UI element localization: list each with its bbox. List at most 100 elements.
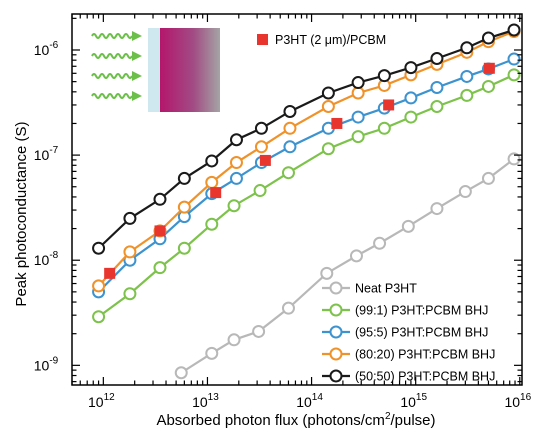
legend-marker	[257, 34, 268, 45]
data-point	[153, 192, 167, 206]
data-point	[351, 76, 365, 90]
legend-label: Neat P3HT	[355, 282, 417, 296]
data-point	[460, 88, 474, 102]
legend-label: (99:1) P3HT:PCBM BHJ	[355, 304, 488, 318]
x-tick-label: 1012	[88, 392, 115, 410]
film-substrate-edge	[148, 28, 160, 112]
data-point	[123, 211, 137, 225]
data-point	[205, 217, 219, 231]
y-tick-label: 10-8	[34, 250, 59, 268]
legend-label: (80:20) P3HT:PCBM BHJ	[355, 348, 495, 362]
data-point	[205, 154, 219, 168]
data-point	[123, 245, 137, 259]
data-point	[507, 52, 521, 66]
data-point	[281, 301, 295, 315]
series-layer	[92, 23, 521, 380]
light-wave-arrowhead	[132, 71, 142, 81]
data-point	[460, 69, 474, 83]
data-point	[153, 261, 167, 275]
legend-marker	[329, 281, 343, 295]
data-point	[227, 199, 241, 213]
series-0	[174, 152, 521, 380]
data-point	[404, 110, 418, 124]
light-excitation-illustration	[91, 28, 220, 112]
legend-marker	[329, 325, 343, 339]
data-point	[123, 287, 137, 301]
data-point	[401, 219, 415, 233]
x-tick-label: 1016	[504, 392, 531, 410]
data-point	[283, 140, 297, 154]
y-axis-label: Peak photoconductance (S)	[13, 121, 30, 306]
data-point	[430, 80, 444, 94]
data-point	[252, 324, 266, 338]
data-point	[373, 236, 387, 250]
legend-marker	[329, 347, 343, 361]
data-point	[177, 171, 191, 185]
data-point	[383, 99, 395, 111]
legend-label: P3HT (2 μm)/PCBM	[275, 33, 386, 47]
data-point	[331, 117, 343, 129]
x-axis-label-sup: 2	[385, 411, 391, 422]
data-point	[430, 202, 444, 216]
legend-marker	[329, 303, 343, 317]
data-point	[177, 200, 191, 214]
data-point	[281, 166, 295, 180]
series-line	[97, 73, 515, 318]
data-point	[174, 366, 188, 380]
data-point	[404, 61, 418, 75]
data-point	[229, 133, 243, 147]
legend-entry: (95:5) P3HT:PCBM BHJ	[322, 325, 488, 340]
series-4	[92, 23, 521, 255]
data-point	[92, 241, 106, 255]
data-point	[351, 110, 365, 124]
data-point	[321, 86, 335, 100]
data-point	[430, 51, 444, 65]
data-point	[430, 100, 444, 114]
data-point	[377, 69, 391, 83]
legend-entry: (50:50) P3HT:PCBM BHJ	[322, 369, 495, 384]
series-1	[92, 68, 521, 324]
x-axis-label-suffix: /pulse)	[391, 412, 436, 429]
data-point	[481, 171, 495, 185]
film-gradient	[160, 28, 220, 112]
data-point	[483, 62, 495, 74]
data-point	[321, 100, 335, 114]
y-tick-label: 10-9	[34, 355, 59, 373]
data-point	[458, 185, 472, 199]
light-wave-1	[91, 33, 133, 39]
data-point	[210, 187, 222, 199]
data-point	[92, 279, 106, 293]
data-point	[104, 267, 116, 279]
data-point	[177, 241, 191, 255]
legend-marker	[329, 369, 343, 383]
data-point	[229, 156, 243, 170]
data-point	[254, 140, 268, 154]
data-point	[321, 142, 335, 156]
data-point	[229, 171, 243, 185]
axis-ticks: 1012 1013 1014 1015 1016 10-9 10-8 10-7 10-6	[34, 14, 532, 410]
light-wave-arrowhead	[132, 51, 142, 61]
y-tick-label: 10-6	[34, 40, 59, 58]
x-tick-label: 1013	[192, 392, 219, 410]
data-point	[507, 23, 521, 37]
light-wave-3	[91, 73, 133, 79]
legend-entry-square: P3HT (2 μm)/PCBM	[257, 33, 386, 47]
data-point	[205, 346, 219, 360]
x-axis-label-prefix: Absorbed photon flux (photons/cm	[156, 412, 384, 429]
light-wave-2	[91, 53, 133, 59]
data-point	[460, 41, 474, 55]
legend-entry: (99:1) P3HT:PCBM BHJ	[322, 303, 488, 318]
data-point	[259, 154, 271, 166]
x-tick-label: 1014	[296, 392, 323, 410]
light-wave-4	[91, 93, 133, 99]
data-point	[349, 249, 363, 263]
data-point	[481, 31, 495, 45]
data-point	[320, 266, 334, 280]
data-point	[351, 130, 365, 144]
light-waves	[91, 31, 142, 101]
data-point	[154, 225, 166, 237]
data-point	[283, 121, 297, 135]
legend-label: (50:50) P3HT:PCBM BHJ	[355, 370, 495, 384]
data-point	[507, 152, 521, 166]
